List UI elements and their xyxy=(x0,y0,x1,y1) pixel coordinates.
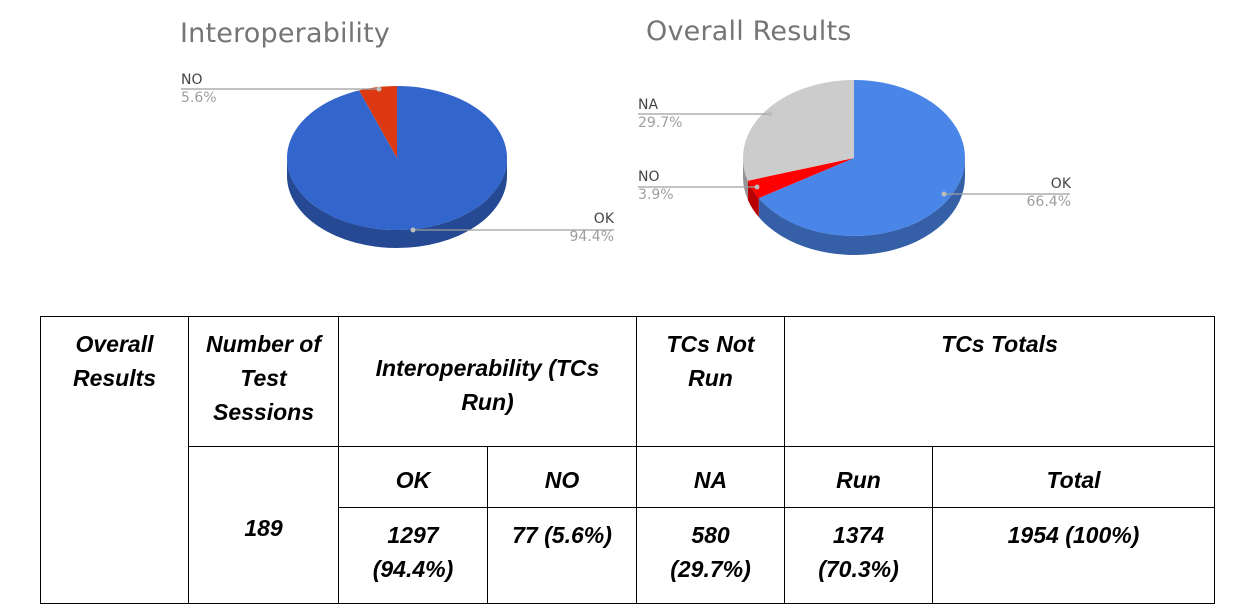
value-run: 1374 (70.3%) xyxy=(784,507,933,604)
table-values-row: 1297 (94.4%) 77 (5.6%) 580 (29.7%) 1374 … xyxy=(41,507,1215,604)
pie-slice-no xyxy=(747,158,854,199)
header-interoperability: Interoperability (TCs Run) xyxy=(338,316,637,447)
pie-slice-ok xyxy=(758,80,965,236)
interop-leader-no-dot xyxy=(376,86,382,92)
pie-side-no xyxy=(747,180,759,218)
interop-label-no-pct: 5.6% xyxy=(181,90,217,106)
header-overall-results: Overall Results xyxy=(40,316,189,604)
header-number-of-test-sessions: Number of Test Sessions xyxy=(188,316,339,447)
interop-label-no-name: NO xyxy=(181,72,203,88)
value-na: 580 (29.7%) xyxy=(636,507,785,604)
overall-label-na-pct: 29.7% xyxy=(638,115,683,131)
subheader-na: NA xyxy=(636,446,785,508)
interop-label-ok-pct: 94.4% xyxy=(569,229,614,245)
interop-label-no: NO 5.6% xyxy=(181,71,217,107)
overall-results-chart-title: Overall Results xyxy=(646,16,852,47)
overall-label-ok-pct: 66.4% xyxy=(1026,194,1071,210)
overall-label-no-pct: 3.9% xyxy=(638,187,674,203)
pie-slice-no xyxy=(359,86,397,158)
value-no: 77 (5.6%) xyxy=(487,507,637,604)
overall-label-ok: OK 66.4% xyxy=(980,175,1071,211)
overall-label-no: NO 3.9% xyxy=(638,168,674,204)
overall-leader-no-dot xyxy=(754,184,760,190)
table-subheader-row: 189 OK NO NA Run Total xyxy=(41,446,1215,604)
interop-label-ok: OK 94.4% xyxy=(520,210,614,246)
pie-charts xyxy=(181,80,1070,256)
overall-results-table: Overall Results Number of Test Sessions … xyxy=(40,316,1215,604)
interop-label-ok-name: OK xyxy=(593,211,614,227)
overall-label-na-name: NA xyxy=(638,97,659,113)
overall-label-ok-name: OK xyxy=(1050,176,1071,192)
table-header-row: Overall Results Number of Test Sessions … xyxy=(40,316,1215,604)
value-total: 1954 (100%) xyxy=(932,507,1215,604)
header-tcs-totals: TCs Totals xyxy=(784,316,1215,447)
overall-results-pie xyxy=(638,80,1070,256)
pie-side-ok xyxy=(758,158,965,256)
overall-label-no-name: NO xyxy=(638,169,660,185)
overall-label-na: NA 29.7% xyxy=(638,96,682,132)
pie-side-na xyxy=(743,158,748,200)
overall-leader-na-dot xyxy=(767,111,773,117)
interoperability-chart-title: Interoperability xyxy=(180,18,391,49)
interop-leader-ok-dot xyxy=(410,227,416,233)
subheader-ok: OK xyxy=(338,446,488,508)
value-ok: 1297 (94.4%) xyxy=(338,507,488,604)
subheader-no: NO xyxy=(487,446,637,508)
pie-slice-na xyxy=(743,80,854,181)
subheader-total: Total xyxy=(932,446,1215,508)
subheader-run: Run xyxy=(784,446,933,508)
pie-side-ok xyxy=(287,158,507,248)
value-sessions: 189 xyxy=(188,446,339,604)
header-tcs-not-run: TCs Not Run xyxy=(636,316,785,447)
overall-leader-ok-dot xyxy=(941,191,947,197)
interoperability-pie xyxy=(181,86,614,248)
